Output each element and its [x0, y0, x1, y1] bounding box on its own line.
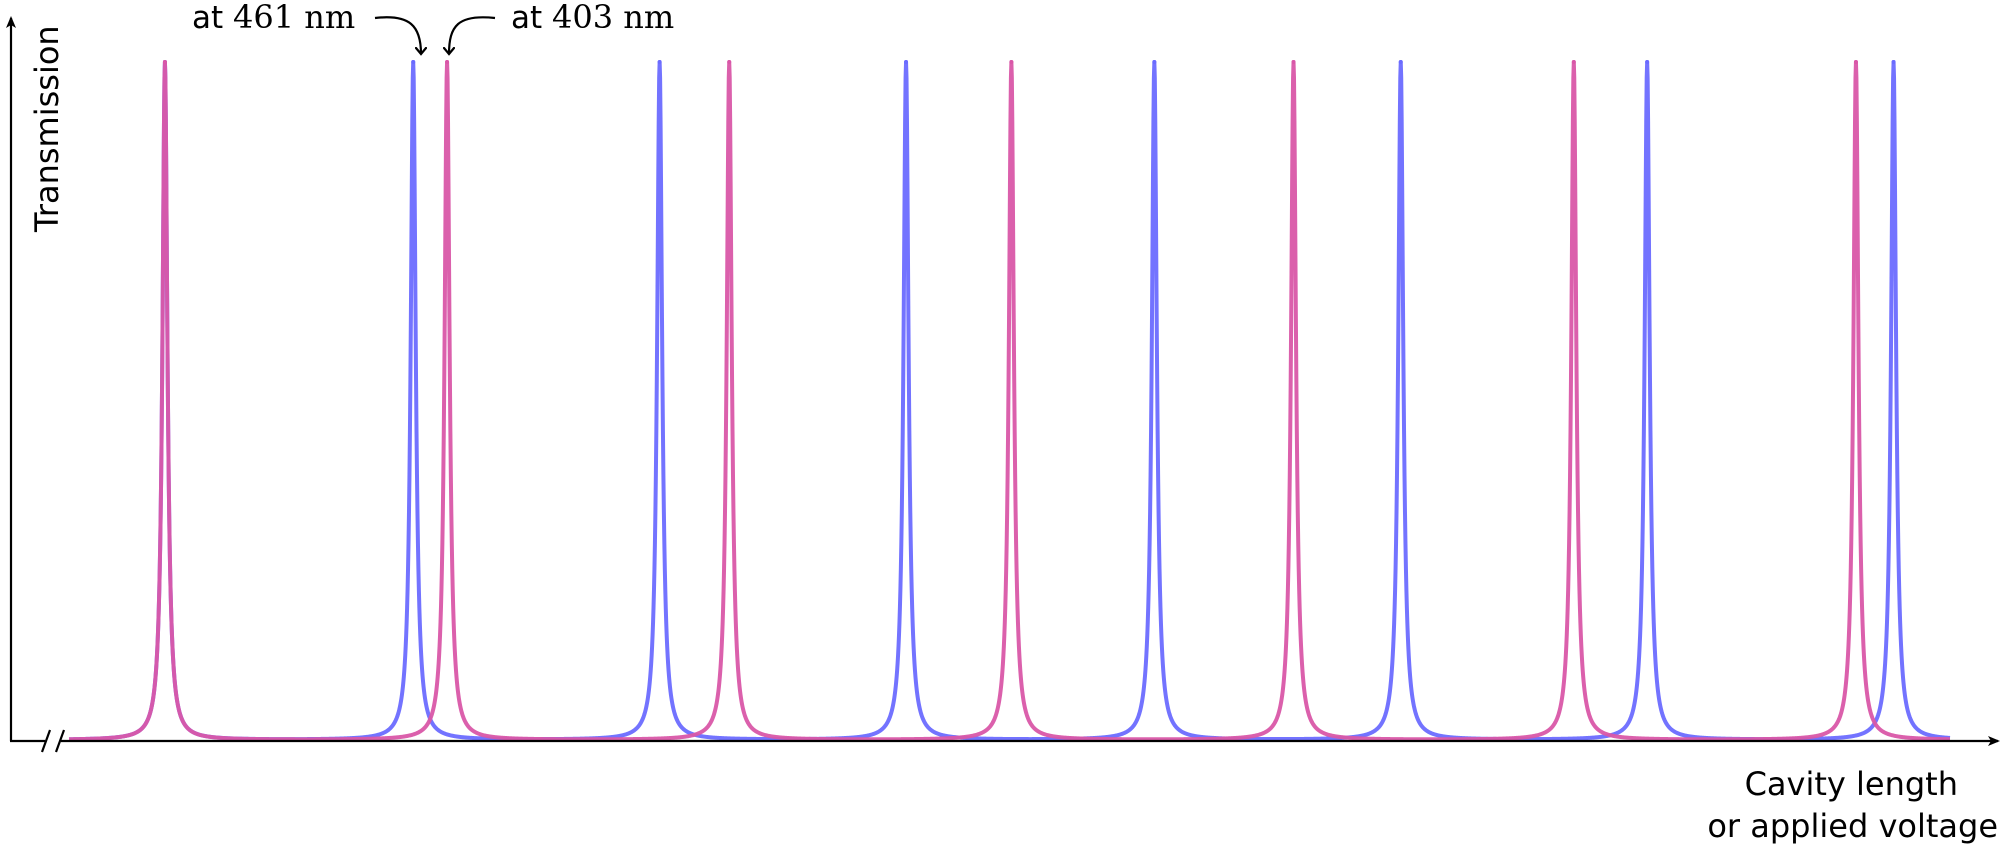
x-axis-label-line1: Cavity length — [1745, 765, 1958, 803]
peak-point-403-nm-2 — [727, 60, 732, 64]
peak-point-403-nm-3 — [1009, 60, 1014, 64]
peak-point-403-nm-4 — [1291, 60, 1296, 64]
series-line-403-nm — [67, 60, 1952, 742]
series-layer — [67, 60, 1952, 742]
peak-point-461-nm-3 — [904, 60, 909, 64]
peak-point-461-nm-4 — [1152, 60, 1157, 64]
series-403-nm — [67, 60, 1952, 742]
axis-break-mark — [40, 728, 66, 754]
peak-point-403-nm-6 — [1853, 60, 1858, 64]
svg-text:at 403 nm: at 403 nm — [511, 0, 674, 36]
annotation-403-prefix: at — [511, 0, 552, 36]
peak-point-403-nm-0 — [162, 60, 167, 64]
annotation-461-prefix: at — [192, 0, 233, 36]
peak-point-403-nm-1 — [445, 60, 450, 64]
peak-point-461-nm-6 — [1645, 60, 1650, 64]
series-461-nm — [67, 60, 1952, 742]
annotation-403-value: 403 nm — [552, 0, 674, 36]
annotation-461: at 461 nm — [192, 0, 421, 54]
annotation-461-arrow — [374, 16, 421, 54]
series-line-461-nm — [67, 60, 1952, 742]
peak-point-461-nm-5 — [1398, 60, 1403, 64]
peak-point-461-nm-2 — [657, 60, 662, 64]
svg-text:at 461 nm: at 461 nm — [192, 0, 355, 36]
annotation-461-value: 461 nm — [233, 0, 355, 36]
peak-point-461-nm-7 — [1891, 60, 1896, 64]
peak-point-403-nm-5 — [1571, 60, 1576, 64]
y-axis-label: Transmission — [28, 25, 66, 233]
annotation-403-arrow — [449, 16, 496, 54]
annotation-403: at 403 nm — [449, 0, 674, 54]
peak-point-461-nm-1 — [411, 60, 416, 64]
x-axis-label-line2: or applied voltage — [1707, 807, 1998, 845]
